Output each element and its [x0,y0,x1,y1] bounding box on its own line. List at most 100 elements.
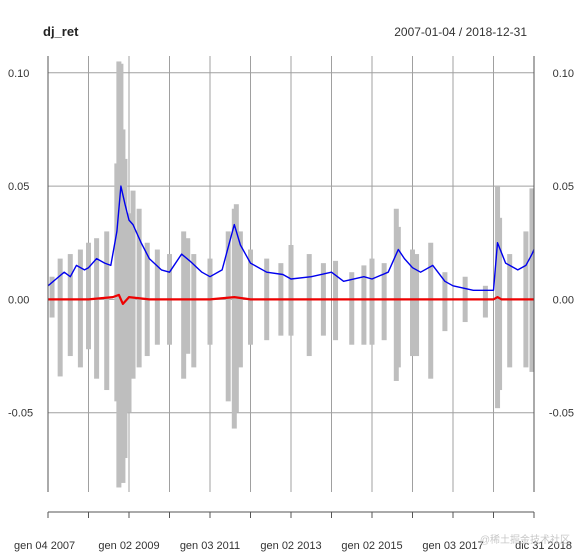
return-bar-down [126,299,132,413]
return-bar-up [333,260,339,300]
return-bar-up [320,263,326,300]
x-tick-label: gen 03 2011 [180,540,240,552]
return-bar-down [333,299,339,341]
return-bar-down [288,299,294,336]
return-bar-up [144,242,150,300]
y-tick-label-right: -0.05 [549,408,574,420]
return-bar-down [248,299,253,345]
y-axis-left: 0.10 0.05 0.00 -0.05 [8,68,33,420]
return-bar-up [442,272,448,300]
return-bar-down [207,299,213,345]
return-bar-down [529,299,535,372]
y-tick-label-right: 0.00 [553,294,574,306]
return-bar-down [507,299,513,368]
return-bar-up [264,258,270,300]
return-bar-up [395,226,401,300]
return-bar-down [104,299,110,391]
return-bar-down [67,299,73,357]
return-bar-up [278,263,284,300]
return-bar-down [144,299,150,357]
y-tick-label-left: 0.00 [8,294,29,306]
mean-line [48,293,534,305]
return-bar-up [288,245,294,300]
return-bar-down [381,299,387,341]
chart-title: dj_ret [43,24,79,39]
return-bar-up [361,265,367,300]
return-bar-down [278,299,284,336]
return-bar-up [185,238,191,300]
return-bar-up [49,276,55,300]
return-bar-up [225,231,231,300]
return-bar-up [126,213,132,300]
return-bar-up [167,254,172,300]
y-axis-right: 0.10 0.05 0.00 -0.05 [549,68,574,420]
series-lines [47,185,535,305]
return-bar-down [191,299,197,368]
return-bar-down [185,299,191,354]
return-bar-up [154,249,160,300]
return-bar-down [361,299,367,345]
x-tick-label: gen 04 2007 [14,540,75,552]
return-bar-down [122,299,128,459]
return-bar-down [395,299,401,368]
x-tick-label: gen 03 2017 [422,540,483,552]
return-bar-down [523,299,529,368]
return-bar-down [497,299,503,391]
return-bar-down [86,299,91,350]
return-bar-down [94,299,100,379]
return-bar-up [77,249,83,300]
return-bar-down [462,299,468,323]
y-tick-label-right: 0.05 [553,181,574,193]
return-bar-down [349,299,355,345]
return-bar-down [167,299,172,345]
return-bar-down [237,299,243,368]
return-bar-up [428,242,434,300]
return-bar-up [482,285,488,300]
return-bar-up [57,258,63,300]
return-bar-up [529,188,535,300]
return-bar-up [104,231,110,300]
return-bar-up [122,158,128,300]
return-bar-up [233,204,239,300]
return-bar-up [414,254,420,300]
return-bar-down [77,299,83,368]
return-bar-down [320,299,326,336]
return-bar-up [349,272,355,300]
return-bar-up [191,254,197,300]
return-bar-up [381,263,387,300]
return-bar-up [507,254,513,300]
x-tick-label: gen 02 2015 [341,540,402,552]
y-tick-label-left: 0.05 [8,181,29,193]
return-bar-down [57,299,63,377]
return-bar-up [497,217,503,300]
return-bar-up [86,242,91,300]
return-bar-up [207,258,213,300]
returns-bars [49,61,535,488]
return-bar-down [181,299,187,379]
y-tick-label-left: -0.05 [8,408,33,420]
x-tick-label: gen 02 2009 [98,540,159,552]
return-bar-up [181,231,187,300]
watermark: @稀土掘金技术社区 [480,533,570,546]
volatility-line [47,185,535,291]
chart-date-range: 2007-01-04 / 2018-12-31 [394,25,527,39]
return-bar-down [369,299,375,345]
x-axis: gen 04 2007 gen 02 2009 gen 03 2011 gen 02 … [14,512,572,552]
return-bar-down [442,299,448,332]
return-bar-up [94,238,100,300]
x-tick-label: dic 31 2018 [515,540,572,552]
return-bar-down [264,299,270,341]
return-bar-up [248,249,253,300]
y-tick-label-right: 0.10 [553,68,574,80]
return-bar-up [237,231,243,300]
x-tick-label: gen 02 2013 [260,540,321,552]
return-bar-up [410,249,415,300]
return-bar-down [482,299,488,318]
return-bar-up [136,208,142,300]
return-bar-down [233,299,239,413]
return-bar-down [49,299,55,318]
return-bar-down [428,299,434,379]
return-bar-down [154,299,160,345]
y-tick-label-left: 0.10 [8,68,29,80]
